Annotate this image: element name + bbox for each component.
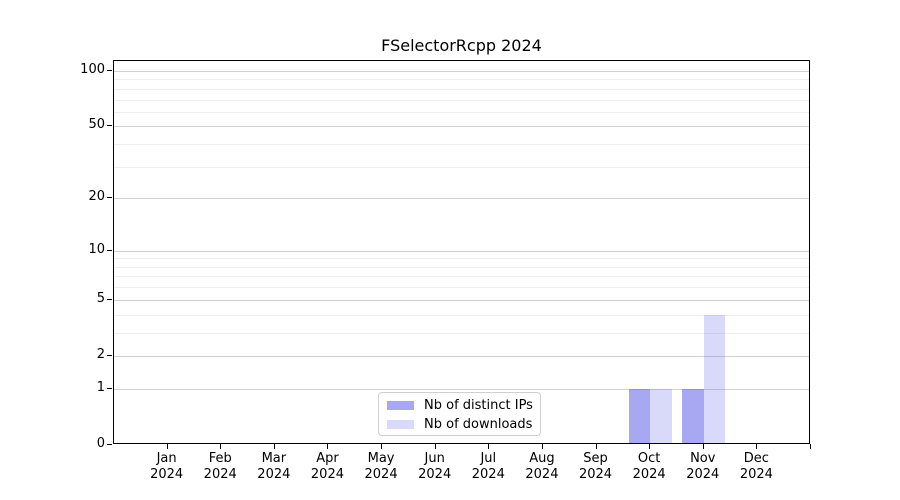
y-tick-label: 5 xyxy=(96,290,105,306)
x-tick-label: Aug 2024 xyxy=(525,451,559,482)
x-tick-mark xyxy=(381,444,383,449)
x-tick-mark xyxy=(649,444,651,449)
y-tick-label: 20 xyxy=(88,189,105,205)
y-tick-mark xyxy=(107,444,112,445)
x-tick-mark xyxy=(541,444,543,449)
minor-gridline xyxy=(114,276,809,278)
x-tick-label: Oct 2024 xyxy=(632,451,666,482)
x-tick-mark xyxy=(166,444,168,449)
minor-gridline xyxy=(114,332,809,334)
x-tick-mark xyxy=(702,444,704,449)
x-tick-label: Nov 2024 xyxy=(686,451,720,482)
major-gridline xyxy=(114,71,809,72)
minor-gridline xyxy=(114,266,809,268)
minor-gridline xyxy=(114,258,809,260)
legend-swatch-downloads xyxy=(387,420,414,429)
x-tick-mark xyxy=(273,444,275,449)
major-gridline xyxy=(114,198,809,200)
major-gridline xyxy=(114,299,809,301)
x-tick-mark xyxy=(327,444,329,449)
x-tick-mark xyxy=(810,444,811,449)
x-tick-label: May 2024 xyxy=(364,451,398,482)
legend-label-distinct-ips: Nb of distinct IPs xyxy=(424,398,533,413)
chart-title: FSelectorRcpp 2024 xyxy=(381,36,542,55)
minor-gridline xyxy=(114,99,809,101)
legend: Nb of distinct IPs Nb of downloads xyxy=(378,392,541,436)
x-tick-label: Jul 2024 xyxy=(471,451,505,482)
y-tick-mark xyxy=(107,125,112,127)
y-tick-label: 100 xyxy=(80,62,105,77)
y-tick-mark xyxy=(107,197,112,199)
x-tick-label: Jun 2024 xyxy=(418,451,452,482)
y-tick-label: 0 xyxy=(96,436,105,451)
legend-swatch-distinct-ips xyxy=(387,401,414,410)
legend-item-distinct-ips: Nb of distinct IPs xyxy=(387,396,533,415)
major-gridline xyxy=(114,355,809,357)
x-tick-mark xyxy=(595,444,597,449)
x-tick-label: Dec 2024 xyxy=(739,451,773,482)
x-tick-mark xyxy=(756,444,758,449)
y-tick-label: 10 xyxy=(88,241,105,257)
x-tick-label: Jan 2024 xyxy=(150,451,184,482)
x-tick-label: Mar 2024 xyxy=(257,451,291,482)
x-tick-label: Feb 2024 xyxy=(203,451,237,482)
x-tick-mark xyxy=(434,444,436,449)
x-tick-mark xyxy=(220,444,222,449)
minor-gridline xyxy=(114,287,809,289)
minor-gridline xyxy=(114,88,809,90)
y-tick-mark xyxy=(107,70,112,71)
y-tick-label: 2 xyxy=(96,346,105,362)
major-gridline xyxy=(114,388,809,390)
y-tick-mark xyxy=(107,387,112,389)
y-tick-mark xyxy=(107,249,112,251)
y-tick-mark xyxy=(107,354,112,356)
bar-downloads xyxy=(703,314,726,443)
y-tick-label: 50 xyxy=(88,117,105,133)
y-tick-mark xyxy=(107,298,112,300)
major-gridline xyxy=(114,250,809,252)
minor-gridline xyxy=(114,144,809,146)
plot-area xyxy=(113,60,810,444)
x-tick-mark xyxy=(488,444,490,449)
x-tick-label: Sep 2024 xyxy=(578,451,613,482)
major-gridline xyxy=(114,126,809,128)
bar-downloads xyxy=(650,388,672,443)
y-tick-label: 1 xyxy=(96,379,105,395)
bar-distinct-ips xyxy=(628,388,651,443)
x-tick-label: Apr 2024 xyxy=(310,451,344,482)
minor-gridline xyxy=(114,166,809,168)
minor-gridline xyxy=(114,79,809,81)
bar-distinct-ips xyxy=(682,388,704,443)
legend-item-downloads: Nb of downloads xyxy=(387,415,532,434)
minor-gridline xyxy=(114,314,809,316)
legend-label-downloads: Nb of downloads xyxy=(424,417,533,432)
minor-gridline xyxy=(114,111,809,113)
